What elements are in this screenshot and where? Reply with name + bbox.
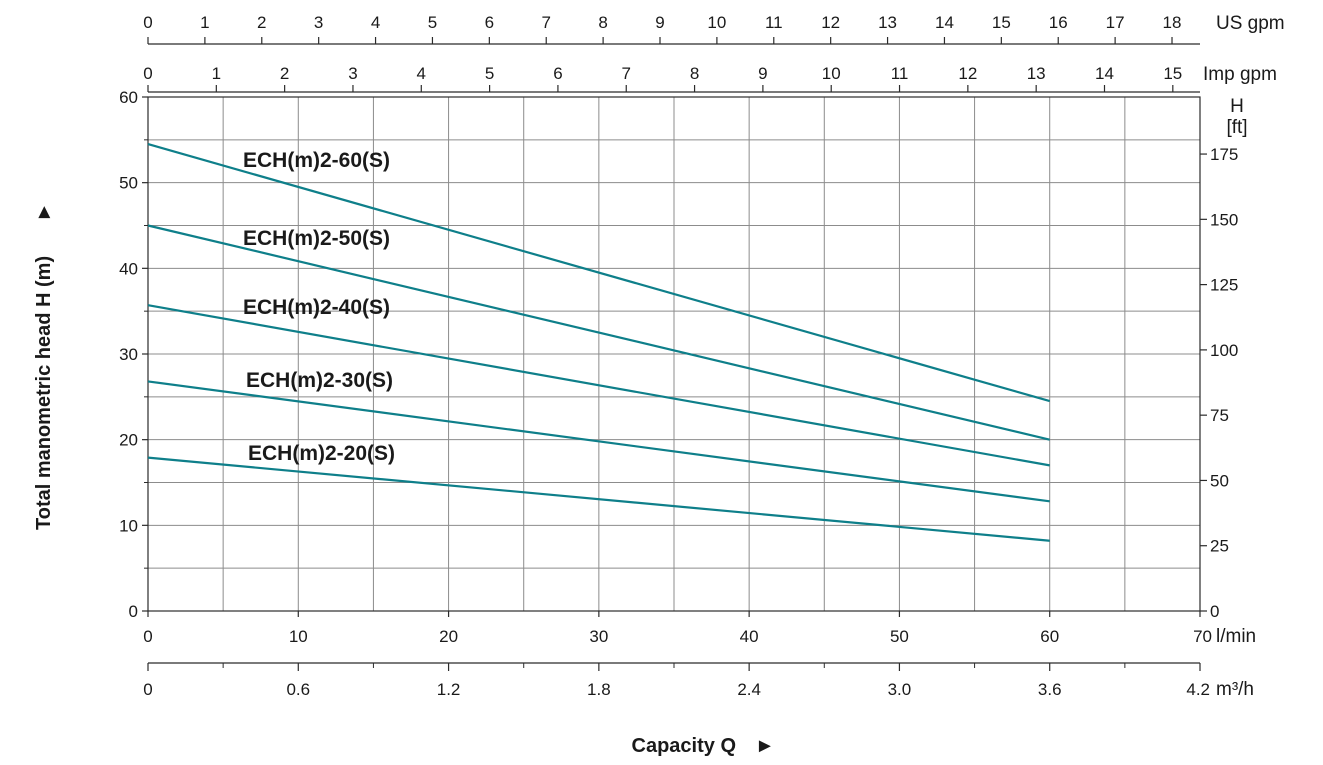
- ft-tick-label: 125: [1210, 276, 1238, 295]
- x-axis-title: Capacity Q: [632, 735, 736, 757]
- us-gpm-tick-label: 18: [1163, 13, 1182, 32]
- ft-tick-label: 25: [1210, 537, 1229, 556]
- m3h-tick-label: 4.2: [1186, 680, 1210, 699]
- series-line: [147, 224, 1050, 441]
- imp-gpm-tick-label: 9: [758, 64, 767, 83]
- y-tick-label: 30: [119, 345, 138, 364]
- imp-gpm-tick-label: 12: [958, 64, 977, 83]
- y-tick-label: 20: [119, 431, 138, 450]
- series-label: ECH(m)2-50(S): [243, 227, 390, 250]
- x-unit-label: l/min: [1216, 626, 1256, 647]
- ft-tick-label: 100: [1210, 341, 1238, 360]
- us-gpm-tick-label: 14: [935, 13, 954, 32]
- series-line: [147, 304, 1050, 467]
- ft-tick-label: 150: [1210, 210, 1238, 229]
- y-axis-arrow: ►: [33, 202, 55, 222]
- imp-gpm-tick-label: 6: [553, 64, 562, 83]
- y-tick-label: 50: [119, 174, 138, 193]
- ft-tick-label: 50: [1210, 471, 1229, 490]
- x-tick-label: 60: [1040, 627, 1059, 646]
- x-tick-label: 70: [1193, 627, 1212, 646]
- us-gpm-tick-label: 10: [707, 13, 726, 32]
- series-line: [147, 456, 1050, 542]
- us-gpm-tick-label: 16: [1049, 13, 1068, 32]
- series-label: ECH(m)2-60(S): [243, 149, 390, 172]
- imp-gpm-tick-label: 11: [891, 64, 909, 83]
- us-gpm-tick-label: 17: [1106, 13, 1125, 32]
- imp-gpm-tick-label: 0: [143, 64, 152, 83]
- us-gpm-tick-label: 7: [541, 13, 550, 32]
- us-gpm-tick-label: 11: [765, 13, 783, 32]
- series-line: [147, 143, 1051, 403]
- imp-gpm-tick-label: 4: [417, 64, 426, 83]
- y-tick-label: 10: [119, 516, 138, 535]
- us-gpm-tick-label: 6: [485, 13, 494, 32]
- imp-gpm-tick-label: 14: [1095, 64, 1114, 83]
- x-axis-arrow: ►: [755, 735, 775, 757]
- us-gpm-tick-label: 12: [821, 13, 840, 32]
- us-gpm-tick-label: 3: [314, 13, 323, 32]
- series-label: ECH(m)2-40(S): [243, 296, 390, 319]
- m3h-tick-label: 1.8: [587, 680, 611, 699]
- imp-gpm-unit-label: Imp gpm: [1203, 64, 1277, 85]
- x-tick-label: 10: [289, 627, 308, 646]
- us-gpm-tick-label: 8: [598, 13, 607, 32]
- ft-tick-label: 75: [1210, 406, 1229, 425]
- imp-gpm-tick-label: 2: [280, 64, 289, 83]
- m3h-tick-label: 0: [143, 680, 152, 699]
- series-lines: [147, 143, 1051, 542]
- m3h-tick-label: 0.6: [286, 680, 310, 699]
- us-gpm-tick-label: 15: [992, 13, 1011, 32]
- us-gpm-tick-label: 13: [878, 13, 897, 32]
- x-tick-label: 20: [439, 627, 458, 646]
- imp-gpm-tick-label: 13: [1027, 64, 1046, 83]
- x-tick-label: 40: [740, 627, 759, 646]
- x-tick-label: 30: [589, 627, 608, 646]
- y-tick-label: 0: [129, 602, 138, 621]
- us-gpm-tick-label: 9: [655, 13, 664, 32]
- x-tick-label: 0: [143, 627, 152, 646]
- series-label: ECH(m)2-20(S): [248, 442, 395, 465]
- imp-gpm-tick-label: 15: [1163, 64, 1182, 83]
- imp-gpm-tick-label: 5: [485, 64, 494, 83]
- imp-gpm-tick-label: 3: [348, 64, 357, 83]
- imp-gpm-tick-label: 1: [212, 64, 221, 83]
- imp-gpm-tick-label: 7: [622, 64, 631, 83]
- y-tick-label: 60: [119, 88, 138, 107]
- us-gpm-tick-label: 5: [428, 13, 437, 32]
- imp-gpm-tick-label: 10: [822, 64, 841, 83]
- grid: [148, 97, 1200, 611]
- imp-gpm-tick-label: 8: [690, 64, 699, 83]
- ft-tick-label: 175: [1210, 145, 1238, 164]
- series-line: [147, 380, 1050, 503]
- series-label: ECH(m)2-30(S): [246, 369, 393, 392]
- ft-unit-label: H: [1230, 96, 1244, 117]
- m3h-tick-label: 2.4: [737, 680, 761, 699]
- us-gpm-tick-label: 4: [371, 13, 380, 32]
- y-tick-label: 40: [119, 259, 138, 278]
- us-gpm-tick-label: 1: [200, 13, 209, 32]
- us-gpm-tick-label: 0: [143, 13, 152, 32]
- y-axis-title: Total manometric head H (m): [33, 256, 55, 530]
- axes: [142, 37, 1207, 671]
- m3h-tick-label: 1.2: [437, 680, 461, 699]
- ft-tick-label: 0: [1210, 602, 1219, 621]
- us-gpm-unit-label: US gpm: [1216, 13, 1285, 34]
- m3h-tick-label: 3.0: [888, 680, 912, 699]
- m3h-tick-label: 3.6: [1038, 680, 1062, 699]
- us-gpm-tick-label: 2: [257, 13, 266, 32]
- m3h-unit-label: m³/h: [1216, 679, 1254, 700]
- x-tick-label: 50: [890, 627, 909, 646]
- ft-unit-label: [ft]: [1226, 117, 1247, 138]
